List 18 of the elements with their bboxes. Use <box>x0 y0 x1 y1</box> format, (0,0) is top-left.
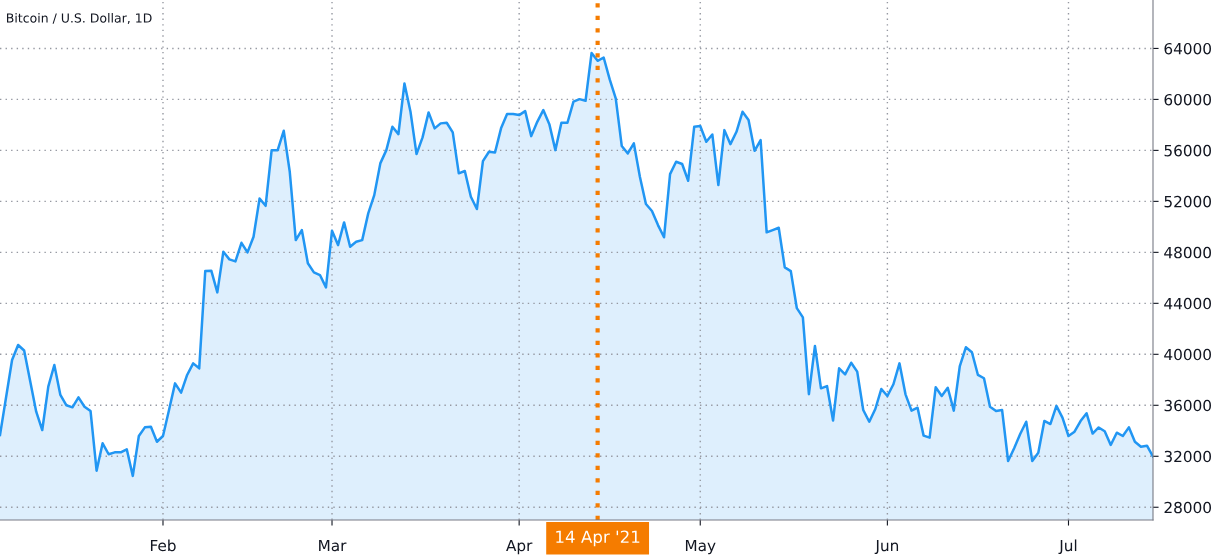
y-tick-label: 48000 <box>1164 246 1211 259</box>
x-tick-label: Feb <box>150 539 176 552</box>
y-tick-label: 44000 <box>1164 297 1211 310</box>
ref-line-label: 14 Apr '21 <box>556 530 640 547</box>
text: Bitcoin / U.S. Dollar, 1D <box>6 13 152 24</box>
x-tick-label: Apr <box>506 539 533 555</box>
y-tick-label: 60000 <box>1164 93 1211 106</box>
y-tick-label: 40000 <box>1164 348 1211 361</box>
x-tick-label: May <box>685 539 716 555</box>
y-tick-label: 28000 <box>1164 501 1211 514</box>
y-tick-label: 64000 <box>1164 42 1211 55</box>
y-tick-label: 52000 <box>1164 195 1211 208</box>
y-tick-label: 56000 <box>1164 144 1211 157</box>
x-tick-label: Mar <box>319 539 347 552</box>
x-tick-label: Jun <box>874 539 899 555</box>
y-tick-label: 36000 <box>1164 399 1211 412</box>
y-tick-label: 32000 <box>1164 450 1211 463</box>
x-tick-label: Jul <box>1058 539 1077 555</box>
